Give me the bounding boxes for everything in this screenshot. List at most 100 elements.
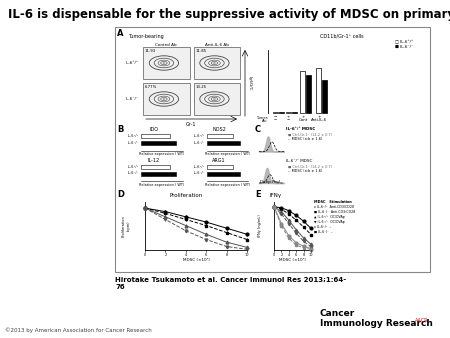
Text: 10: 10: [309, 252, 313, 257]
Bar: [207, 171, 240, 175]
Text: IL-6⁺/⁺: IL-6⁺/⁺: [128, 134, 139, 138]
Bar: [143, 47, 189, 79]
Text: 11.93: 11.93: [145, 49, 156, 53]
Text: 2: 2: [280, 252, 283, 257]
Text: IL-6⁺/⁺: IL-6⁺/⁺: [128, 165, 139, 169]
Text: AACR: AACR: [415, 318, 428, 323]
Text: -- MDSC (n:b ± 1.6): -- MDSC (n:b ± 1.6): [288, 137, 322, 141]
Text: IL-6⁺/⁺: IL-6⁺/⁺: [193, 165, 204, 169]
Text: B: B: [117, 125, 123, 134]
Text: Proliferation
(cpm): Proliferation (cpm): [122, 215, 130, 237]
Text: ■ IL-6⁻/⁻  Anti-CD3/CD28: ■ IL-6⁻/⁻ Anti-CD3/CD28: [314, 210, 356, 214]
Text: Tumor-bearing: Tumor-bearing: [128, 34, 164, 39]
Text: IL-6⁻/⁻: IL-6⁻/⁻: [128, 171, 139, 175]
Text: Anti-IL-6: Anti-IL-6: [311, 118, 327, 122]
Text: ■ Ctrl-Gr-1⁺ (14.2 ± 0.7): ■ Ctrl-Gr-1⁺ (14.2 ± 0.7): [288, 165, 332, 169]
Text: Cancer
Immunology Research: Cancer Immunology Research: [320, 309, 433, 328]
Text: Cont: Cont: [298, 118, 308, 122]
Text: Relative expression ( WT): Relative expression ( WT): [205, 183, 250, 187]
Text: 0: 0: [144, 252, 146, 257]
Text: Ly6G/C: Ly6G/C: [248, 76, 252, 90]
Bar: [207, 165, 234, 169]
Text: A: A: [117, 29, 123, 38]
Text: IL-6⁻/⁻ MDSC: IL-6⁻/⁻ MDSC: [286, 159, 312, 163]
Text: Control Ab: Control Ab: [155, 43, 177, 47]
Text: IL-6⁻/⁻: IL-6⁻/⁻: [128, 141, 139, 145]
Bar: [306, 75, 311, 113]
Text: 0: 0: [273, 252, 275, 257]
Bar: [194, 83, 240, 115]
Ellipse shape: [213, 98, 216, 100]
Text: 6: 6: [295, 252, 297, 257]
Text: Relative expression ( WT): Relative expression ( WT): [139, 183, 184, 187]
Text: 6: 6: [205, 252, 207, 257]
Bar: [279, 112, 284, 113]
Text: 8: 8: [302, 252, 305, 257]
Text: 4: 4: [288, 252, 290, 257]
Text: 2: 2: [164, 252, 166, 257]
Text: o IL-6⁺/⁺  Anti-CD3/CD28: o IL-6⁺/⁺ Anti-CD3/CD28: [314, 205, 354, 209]
Text: o IL-6⁺/⁺  –: o IL-6⁺/⁺ –: [314, 225, 331, 229]
Bar: [141, 171, 176, 175]
Text: MDSC   Stimulation: MDSC Stimulation: [314, 200, 352, 204]
Text: IL-6⁺/⁺ MDSC: IL-6⁺/⁺ MDSC: [286, 127, 315, 131]
Text: D: D: [117, 190, 124, 199]
Text: 10: 10: [245, 252, 249, 257]
Text: MDSC (×10⁴): MDSC (×10⁴): [279, 258, 306, 262]
Bar: [207, 141, 240, 145]
Text: +: +: [301, 115, 305, 119]
Text: ARG1: ARG1: [212, 158, 226, 163]
Text: IL-12: IL-12: [148, 158, 160, 163]
Bar: [141, 165, 170, 169]
Ellipse shape: [162, 62, 165, 64]
Text: MDSC (×10⁴): MDSC (×10⁴): [183, 258, 209, 262]
Text: 6.77%: 6.77%: [145, 85, 158, 89]
Text: IL-6⁻/⁻: IL-6⁻/⁻: [193, 141, 204, 145]
Text: 13.25: 13.25: [195, 85, 207, 89]
Text: Tumor:: Tumor:: [256, 116, 268, 120]
Text: Relative expression ( WT): Relative expression ( WT): [139, 152, 184, 156]
Bar: [300, 71, 305, 113]
Text: C: C: [255, 125, 261, 134]
Bar: [273, 112, 278, 113]
Bar: [316, 68, 321, 113]
Text: □ IL-6⁺/⁺: □ IL-6⁺/⁺: [395, 40, 413, 44]
Text: IL-6⁺/⁺: IL-6⁺/⁺: [126, 61, 139, 65]
Bar: [141, 141, 176, 145]
Text: +: +: [317, 115, 321, 119]
Text: IL-6 is dispensable for the suppressive activity of MDSC on primary CD4+ T-cell : IL-6 is dispensable for the suppressive …: [8, 8, 450, 21]
Text: Deep Red: Deep Red: [260, 180, 280, 184]
Text: Hirotake Tsukamoto et al. Cancer Immunol Res 2013;1:64-
76: Hirotake Tsukamoto et al. Cancer Immunol…: [115, 277, 346, 290]
Text: ■ Ctrl-Gr-1⁺ (14.2 ± 0.7): ■ Ctrl-Gr-1⁺ (14.2 ± 0.7): [288, 133, 332, 137]
Text: ▲ IL-6⁺/⁺  OC/OVAp: ▲ IL-6⁺/⁺ OC/OVAp: [314, 215, 345, 219]
Text: IL-6⁻/⁻: IL-6⁻/⁻: [126, 97, 139, 101]
Text: E: E: [255, 190, 261, 199]
Text: −: −: [286, 118, 290, 122]
Text: NOS2: NOS2: [212, 127, 226, 132]
Bar: [194, 47, 240, 79]
Text: −: −: [274, 118, 277, 122]
Text: IFNγ (ng/mL): IFNγ (ng/mL): [258, 215, 262, 237]
Bar: [286, 112, 291, 113]
Text: -- MDSC (n:b ± 1.6): -- MDSC (n:b ± 1.6): [288, 169, 322, 172]
Text: 4: 4: [184, 252, 187, 257]
Bar: [207, 134, 234, 138]
Ellipse shape: [162, 98, 165, 100]
Text: IDO: IDO: [149, 127, 158, 132]
Text: Gr-1: Gr-1: [186, 122, 197, 127]
Text: Ab:: Ab:: [262, 120, 268, 123]
Bar: [143, 83, 189, 115]
Bar: [115, 27, 430, 272]
Text: CD11b/Gr-1⁺ cells: CD11b/Gr-1⁺ cells: [320, 34, 363, 39]
Text: IL-6⁻/⁻: IL-6⁻/⁻: [193, 171, 204, 175]
Text: ▼ IL-6⁻/⁻  OC/OVAp: ▼ IL-6⁻/⁻ OC/OVAp: [314, 220, 345, 224]
Text: +: +: [286, 115, 290, 119]
Text: Anti-IL-6 Ab: Anti-IL-6 Ab: [205, 43, 229, 47]
Text: −: −: [273, 115, 277, 119]
Text: Relative expression ( WT): Relative expression ( WT): [205, 152, 250, 156]
Text: 8: 8: [225, 252, 228, 257]
Text: ■ IL-6⁻/⁻  –: ■ IL-6⁻/⁻ –: [314, 230, 333, 234]
Text: Proliferation: Proliferation: [170, 193, 203, 198]
Text: ■ IL-6⁻/⁻: ■ IL-6⁻/⁻: [395, 45, 413, 49]
Ellipse shape: [213, 62, 216, 64]
